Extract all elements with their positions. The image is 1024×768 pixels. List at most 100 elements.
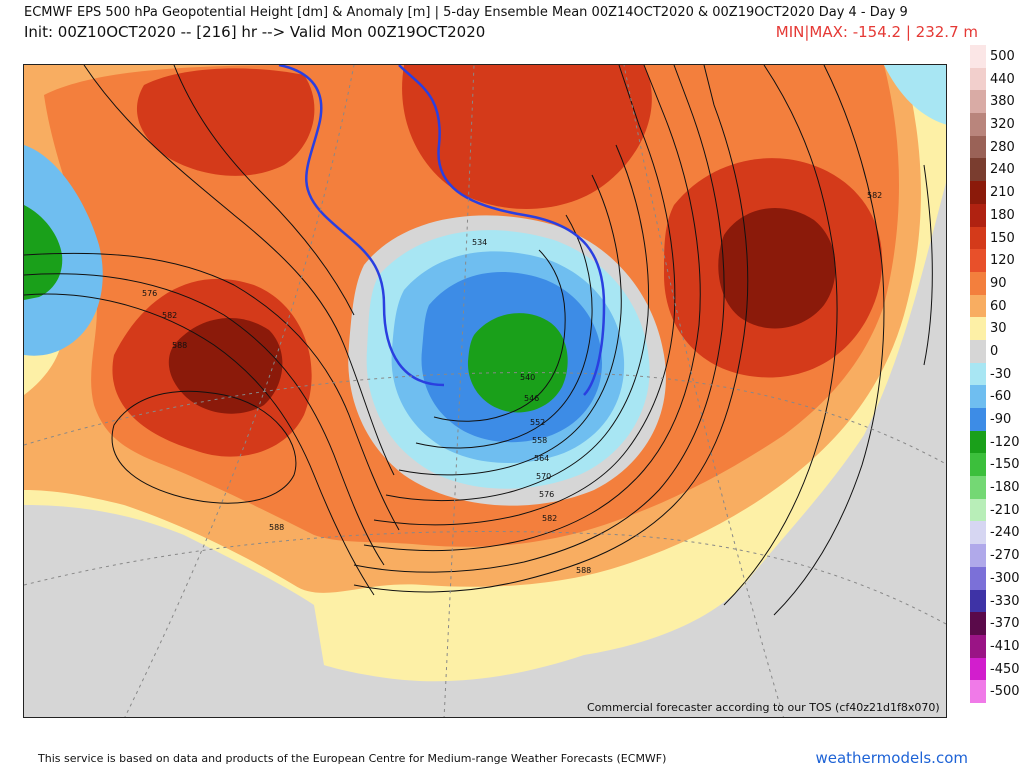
legend-label: 500 (990, 49, 1015, 64)
legend-swatch (970, 339, 986, 363)
site-link[interactable]: weathermodels.com (815, 749, 968, 767)
legend-entry: -330 (970, 589, 1020, 613)
legend-label: -30 (990, 366, 1012, 382)
legend-entry: 500 (970, 45, 1018, 68)
positive-anomaly-north (402, 65, 652, 209)
legend-entry: 440 (970, 67, 1018, 91)
legend-label: 60 (990, 298, 1007, 314)
legend-label: -500 (990, 684, 1020, 700)
contour-label: 576 (142, 289, 157, 298)
legend-entry: -270 (970, 544, 1020, 567)
negative-anomaly-west-core (24, 205, 63, 300)
legend-swatch (970, 430, 986, 454)
legend-label: -410 (990, 638, 1020, 654)
color-scale-legend: 500 440 380 320 280 240 210 180 150 120 90 60 30 0 -30… (970, 45, 1020, 703)
contour-label: 588 (269, 523, 284, 532)
legend-swatch (970, 181, 986, 204)
legend-swatch (970, 385, 986, 408)
legend-entry: -450 (970, 657, 1020, 681)
ecmwf-notice: This service is based on data and produc… (38, 752, 667, 765)
legend-entry: -370 (970, 612, 1020, 635)
legend-entry: 240 (970, 158, 1018, 182)
legend-swatch (970, 657, 986, 681)
legend-label: -300 (990, 570, 1020, 586)
legend-swatch (970, 521, 986, 545)
legend-label: 120 (990, 253, 1015, 269)
legend-swatch (970, 226, 986, 250)
legend-label: -330 (990, 593, 1020, 609)
strong-negative-anomaly-core (467, 313, 568, 413)
core-positive-anomaly-ridge-atlantic (718, 208, 836, 329)
legend-label: -210 (990, 502, 1020, 518)
legend-swatch (970, 113, 986, 136)
legend-label: -270 (990, 548, 1020, 564)
legend-entry: 180 (970, 203, 1018, 227)
legend-swatch (970, 294, 986, 318)
legend-swatch (970, 67, 986, 91)
legend-swatch (970, 158, 986, 182)
legend-label: -90 (990, 412, 1012, 427)
legend-swatch (970, 271, 986, 295)
legend-entry: -240 (970, 521, 1020, 545)
legend-label: -450 (990, 661, 1020, 677)
legend-swatch (970, 544, 986, 567)
legend-swatch (970, 408, 986, 431)
contour-label: 582 (867, 191, 882, 200)
contour-label: 588 (172, 341, 187, 350)
legend-label: 320 (990, 117, 1015, 133)
anomaly-boundary-contours (278, 65, 606, 396)
legend-label: -370 (990, 616, 1020, 632)
contour-label: 582 (162, 311, 177, 320)
legend-label: 0 (990, 343, 999, 359)
contour-label: 588 (576, 566, 591, 575)
legend-swatch (970, 203, 986, 227)
legend-label: 180 (990, 207, 1015, 223)
legend-entry: -210 (970, 498, 1020, 522)
legend-label: -180 (990, 480, 1020, 496)
contour-label-group: 576 582 588 534 540 546 552 558 564 570 … (142, 191, 882, 575)
legend-entry: -30 (970, 362, 1018, 386)
legend-label: 30 (990, 321, 1007, 337)
legend-entry: -300 (970, 566, 1020, 590)
legend-entry: -150 (970, 453, 1020, 477)
legend-entry: -90 (970, 408, 1018, 431)
contour-label: 564 (534, 454, 549, 463)
legend-label: 380 (990, 94, 1015, 110)
legend-swatch (970, 45, 986, 68)
legend-swatch (970, 680, 986, 703)
legend-swatch (970, 453, 986, 477)
map-title: ECMWF EPS 500 hPa Geopotential Height [d… (24, 5, 908, 20)
legend-label: 210 (990, 185, 1015, 201)
lat-lon-gridlines (24, 65, 946, 717)
contour-label: 558 (532, 436, 547, 445)
license-credit: Commercial forecaster according to our T… (587, 701, 940, 714)
forecast-map: 576 582 588 534 540 546 552 558 564 570 … (23, 64, 947, 718)
legend-label: -150 (990, 457, 1020, 473)
positive-anomaly-northwest (136, 68, 315, 176)
legend-swatch (970, 249, 986, 272)
legend-label: -120 (990, 434, 1020, 450)
legend-label: 280 (990, 139, 1015, 155)
anomaly-field: 576 582 588 534 540 546 552 558 564 570 … (24, 65, 946, 717)
legend-swatch (970, 135, 986, 159)
negative-anomaly-northeast-corner (884, 65, 946, 125)
contour-label: 546 (524, 394, 539, 403)
legend-swatch (970, 566, 986, 590)
contour-label: 576 (539, 490, 554, 499)
contour-label: 552 (530, 418, 545, 427)
legend-label: -240 (990, 525, 1020, 541)
legend-entry: -180 (970, 476, 1020, 499)
legend-entry: 210 (970, 181, 1018, 204)
legend-entry: 320 (970, 113, 1018, 136)
legend-entry: 280 (970, 135, 1018, 159)
legend-entry: 380 (970, 90, 1018, 114)
legend-entry: 60 (970, 294, 1018, 318)
legend-entry: 150 (970, 226, 1018, 250)
legend-entry: 0 (970, 339, 1018, 363)
legend-swatch (970, 634, 986, 658)
contour-label: 534 (472, 238, 487, 247)
legend-swatch (970, 476, 986, 499)
legend-label: 150 (990, 230, 1015, 246)
legend-entry: 90 (970, 271, 1018, 295)
negative-anomaly-west-edge (24, 145, 103, 356)
